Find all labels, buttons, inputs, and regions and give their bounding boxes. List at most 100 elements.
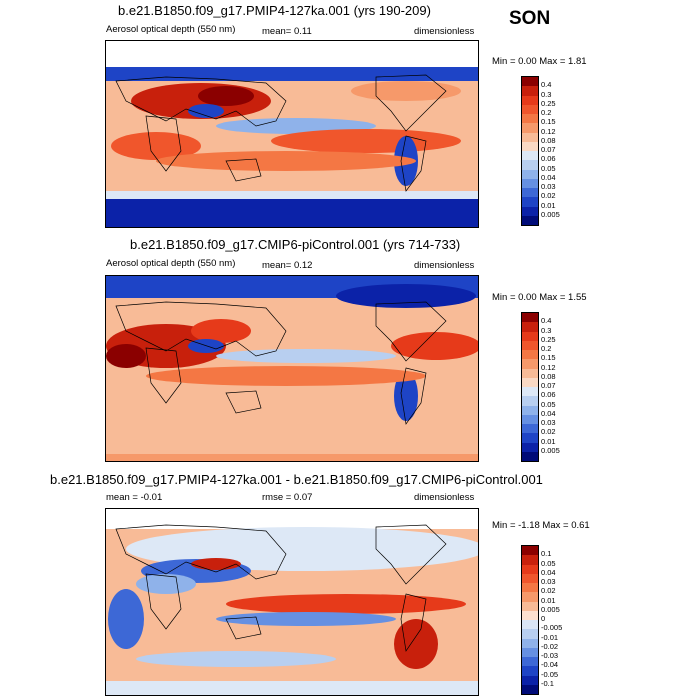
colorbar-tick-label: -0.02 xyxy=(541,641,559,651)
colorbar-swatch xyxy=(522,405,538,415)
panel3-rmse-label: rmse = 0.07 xyxy=(262,492,313,503)
colorbar-swatch xyxy=(522,151,538,161)
panel2-colorbar xyxy=(521,312,539,462)
colorbar-tick-label: 0.25 xyxy=(541,334,556,344)
colorbar-tick-label: 0.07 xyxy=(541,145,556,154)
colorbar-tick-label: 0.12 xyxy=(541,126,556,136)
colorbar-tick-label: -0.04 xyxy=(541,660,559,670)
colorbar-tick-label: -0.03 xyxy=(541,651,559,660)
colorbar-swatch xyxy=(522,160,538,170)
panel1-map-field xyxy=(106,41,478,227)
colorbar-tick-label: 0 xyxy=(541,614,546,623)
colorbar-tick-label: 0.12 xyxy=(541,362,556,372)
colorbar-swatch xyxy=(522,414,538,424)
panel1-map xyxy=(105,40,479,228)
colorbar-tick-label: -0.05 xyxy=(541,669,559,679)
panel3-title: b.e21.B1850.f09_g17.PMIP4-127ka.001 - b.… xyxy=(50,472,543,487)
colorbar-tick-label: 0.08 xyxy=(541,371,556,381)
panel2-title: b.e21.B1850.f09_g17.CMIP6-piControl.001 … xyxy=(130,237,461,252)
colorbar-tick-label: -0.1 xyxy=(541,678,554,688)
colorbar-swatch xyxy=(522,313,538,323)
panel2-map-field xyxy=(106,276,478,461)
colorbar-tick-label: 0.06 xyxy=(541,154,556,164)
colorbar-tick-label: 0.02 xyxy=(541,586,556,596)
colorbar-swatch xyxy=(522,424,538,434)
panel3-minmax-label: Min = -1.18 Max = 0.61 xyxy=(492,520,590,531)
colorbar-swatch xyxy=(522,601,538,611)
colorbar-swatch xyxy=(522,610,538,620)
panel2-mean-label: mean= 0.12 xyxy=(262,260,313,271)
colorbar-swatch xyxy=(522,178,538,188)
colorbar-swatch xyxy=(522,114,538,124)
colorbar-tick-label: 0.02 xyxy=(541,427,556,437)
colorbar-swatch xyxy=(522,592,538,602)
colorbar-tick-label: 0.07 xyxy=(541,381,556,390)
colorbar-tick-label: 0.06 xyxy=(541,390,556,400)
panel1-colorbar xyxy=(521,76,539,226)
colorbar-tick-label: 0.4 xyxy=(541,316,552,326)
colorbar-swatch xyxy=(522,647,538,657)
panel3-map-field xyxy=(106,509,478,695)
panel3-mean-label: mean = -0.01 xyxy=(106,492,163,503)
colorbar-swatch xyxy=(522,169,538,179)
panel1-minmax-label: Min = 0.00 Max = 1.81 xyxy=(492,56,587,67)
colorbar-tick-label: 0.04 xyxy=(541,172,556,182)
colorbar-tick-label: 0.03 xyxy=(541,577,556,586)
colorbar-tick-label: 0.01 xyxy=(541,436,556,446)
panel1-variable-label: Aerosol optical depth (550 nm) xyxy=(106,24,236,35)
colorbar-tick-label: 0.4 xyxy=(541,80,552,90)
colorbar-tick-label: 0.04 xyxy=(541,408,556,418)
colorbar-tick-label: 0.15 xyxy=(541,117,556,127)
colorbar-swatch xyxy=(522,368,538,378)
colorbar-swatch xyxy=(522,206,538,216)
colorbar-swatch xyxy=(522,377,538,387)
colorbar-swatch xyxy=(522,197,538,207)
colorbar-swatch xyxy=(522,684,538,694)
colorbar-swatch xyxy=(522,546,538,556)
colorbar-tick-label: 0.01 xyxy=(541,200,556,210)
panel2-variable-label: Aerosol optical depth (550 nm) xyxy=(106,258,236,269)
colorbar-swatch xyxy=(522,657,538,667)
colorbar-swatch xyxy=(522,340,538,350)
colorbar-tick-label: 0.1 xyxy=(541,549,552,559)
colorbar-tick-label: 0.01 xyxy=(541,595,556,605)
colorbar-tick-label: 0.03 xyxy=(541,182,556,191)
colorbar-tick-label: 0.02 xyxy=(541,191,556,201)
colorbar-swatch xyxy=(522,86,538,96)
panel2-units-label: dimensionless xyxy=(414,260,475,271)
colorbar-swatch xyxy=(522,451,538,461)
colorbar-tick-label: 0.25 xyxy=(541,98,556,108)
colorbar-tick-label: 0.3 xyxy=(541,89,552,99)
colorbar-swatch xyxy=(522,675,538,685)
colorbar-tick-label: 0.005 xyxy=(541,445,560,455)
colorbar-swatch xyxy=(522,77,538,87)
colorbar-swatch xyxy=(522,433,538,443)
panel3-map xyxy=(105,508,479,696)
colorbar-tick-label: 0.15 xyxy=(541,353,556,363)
colorbar-swatch xyxy=(522,396,538,406)
colorbar-swatch xyxy=(522,141,538,151)
panel1-units-label: dimensionless xyxy=(414,26,475,37)
colorbar-swatch xyxy=(522,573,538,583)
colorbar-tick-label: 0.05 xyxy=(541,399,556,409)
colorbar-tick-label: 0.005 xyxy=(541,209,560,219)
panel2-minmax-label: Min = 0.00 Max = 1.55 xyxy=(492,292,587,303)
colorbar-swatch xyxy=(522,555,538,565)
colorbar-swatch xyxy=(522,104,538,114)
colorbar-swatch xyxy=(522,95,538,105)
season-label: SON xyxy=(509,8,551,29)
colorbar-swatch xyxy=(522,442,538,452)
colorbar-swatch xyxy=(522,629,538,639)
colorbar-swatch xyxy=(522,331,538,341)
panel2-map xyxy=(105,275,479,462)
colorbar-swatch xyxy=(522,666,538,676)
colorbar-swatch xyxy=(522,564,538,574)
colorbar-swatch xyxy=(522,215,538,225)
colorbar-swatch xyxy=(522,123,538,133)
colorbar-swatch xyxy=(522,638,538,648)
colorbar-tick-label: -0.005 xyxy=(541,623,563,633)
colorbar-tick-label: 0.05 xyxy=(541,558,556,568)
colorbar-tick-label: 0.2 xyxy=(541,344,552,353)
colorbar-swatch xyxy=(522,583,538,593)
colorbar-swatch xyxy=(522,359,538,369)
